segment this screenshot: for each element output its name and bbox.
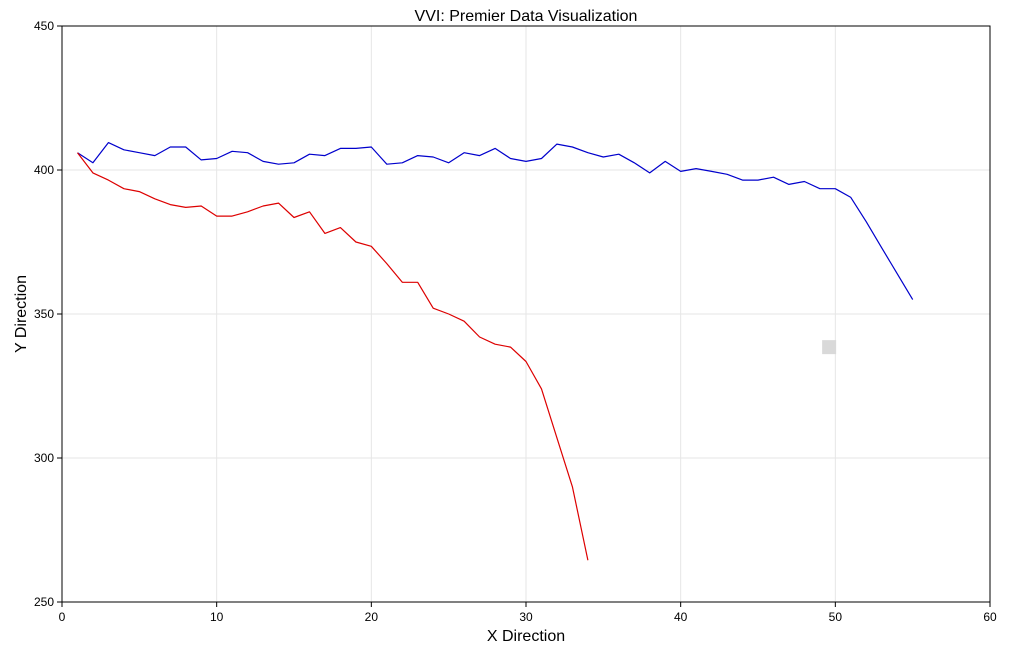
grid-lines xyxy=(62,26,990,602)
axis-ticks: 0 10 20 30 40 50 60 250 300 350 400 450 xyxy=(34,19,997,624)
x-tick-label: 10 xyxy=(210,610,224,624)
series-line-1 xyxy=(77,142,914,300)
x-tick-label: 40 xyxy=(674,610,688,624)
y-axis-label: Y Direction xyxy=(13,275,30,353)
x-tick-label: 0 xyxy=(59,610,66,624)
x-tick-label: 20 xyxy=(365,610,379,624)
y-tick-label: 450 xyxy=(34,19,54,33)
y-tick-label: 300 xyxy=(34,451,54,465)
chart-title: VVI: Premier Data Visualization xyxy=(415,8,638,25)
x-tick-label: 50 xyxy=(829,610,843,624)
x-axis-label: X Direction xyxy=(487,628,565,645)
annotations xyxy=(822,340,837,355)
y-tick-label: 250 xyxy=(34,595,54,609)
y-tick-label: 400 xyxy=(34,163,54,177)
annotation-square xyxy=(822,340,837,355)
series-lines xyxy=(77,142,914,561)
x-tick-label: 30 xyxy=(519,610,533,624)
x-tick-label: 60 xyxy=(983,610,997,624)
series-line-2 xyxy=(77,152,589,561)
y-tick-label: 350 xyxy=(34,307,54,321)
